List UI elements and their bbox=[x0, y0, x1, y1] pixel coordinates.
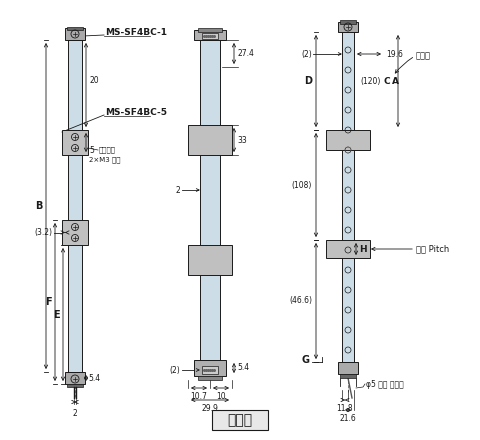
Bar bbox=[202, 33, 218, 39]
Bar bbox=[194, 30, 226, 40]
Text: 접시나사: 접시나사 bbox=[99, 147, 116, 153]
Text: 29.9: 29.9 bbox=[202, 404, 218, 413]
Text: 33: 33 bbox=[237, 136, 247, 144]
Bar bbox=[212, 410, 268, 430]
Text: H: H bbox=[359, 245, 367, 253]
Bar bbox=[68, 40, 82, 372]
Text: 5.4: 5.4 bbox=[237, 363, 249, 373]
Text: MS-SF4BC-1: MS-SF4BC-1 bbox=[105, 27, 167, 37]
Bar bbox=[198, 28, 222, 32]
Text: 21.6: 21.6 bbox=[340, 414, 356, 423]
Bar bbox=[188, 245, 232, 275]
Bar bbox=[202, 366, 218, 374]
Bar bbox=[67, 384, 83, 387]
Text: 2: 2 bbox=[72, 409, 77, 418]
Text: 20: 20 bbox=[89, 76, 98, 84]
Text: (120): (120) bbox=[360, 77, 380, 85]
Text: (2): (2) bbox=[301, 50, 312, 59]
Text: 19.6: 19.6 bbox=[386, 50, 403, 59]
Bar bbox=[326, 240, 370, 258]
Bar bbox=[62, 130, 88, 155]
Text: φ5 회색 케이블: φ5 회색 케이블 bbox=[366, 379, 404, 389]
Text: D: D bbox=[304, 76, 312, 86]
Text: (2): (2) bbox=[169, 366, 180, 374]
Text: G: G bbox=[302, 355, 310, 365]
Text: 검출폭: 검출폭 bbox=[416, 51, 431, 61]
Text: 27.4: 27.4 bbox=[237, 49, 254, 58]
Bar bbox=[340, 374, 356, 378]
Bar bbox=[62, 220, 88, 245]
Text: F: F bbox=[46, 297, 52, 307]
Text: 2: 2 bbox=[175, 186, 180, 194]
Text: 광축 Pitch: 광축 Pitch bbox=[416, 245, 449, 253]
Text: C: C bbox=[384, 77, 391, 85]
Bar bbox=[326, 130, 370, 150]
Text: 5.4: 5.4 bbox=[88, 374, 100, 382]
Bar bbox=[65, 28, 85, 40]
Bar bbox=[200, 40, 220, 360]
Text: (3.2): (3.2) bbox=[34, 228, 52, 237]
Bar bbox=[188, 125, 232, 155]
Bar bbox=[65, 372, 85, 384]
Text: MS-SF4BC-5: MS-SF4BC-5 bbox=[105, 107, 167, 117]
Text: B: B bbox=[35, 201, 42, 211]
Text: (108): (108) bbox=[292, 180, 312, 190]
Bar bbox=[340, 20, 356, 24]
Bar bbox=[67, 27, 83, 30]
Text: 10: 10 bbox=[216, 392, 226, 401]
Text: A: A bbox=[392, 77, 399, 85]
Bar bbox=[198, 376, 222, 380]
Text: 5: 5 bbox=[89, 146, 94, 155]
Bar bbox=[342, 32, 354, 362]
Text: (46.6): (46.6) bbox=[289, 297, 312, 305]
Bar bbox=[338, 362, 358, 374]
Text: 10.7: 10.7 bbox=[191, 392, 207, 401]
Bar bbox=[194, 360, 226, 376]
Text: E: E bbox=[53, 309, 60, 319]
Bar bbox=[338, 22, 358, 32]
Text: 11.8: 11.8 bbox=[336, 404, 353, 413]
Text: 2×M3 구멍: 2×M3 구멍 bbox=[89, 157, 120, 163]
Text: 투광기: 투광기 bbox=[228, 413, 252, 427]
